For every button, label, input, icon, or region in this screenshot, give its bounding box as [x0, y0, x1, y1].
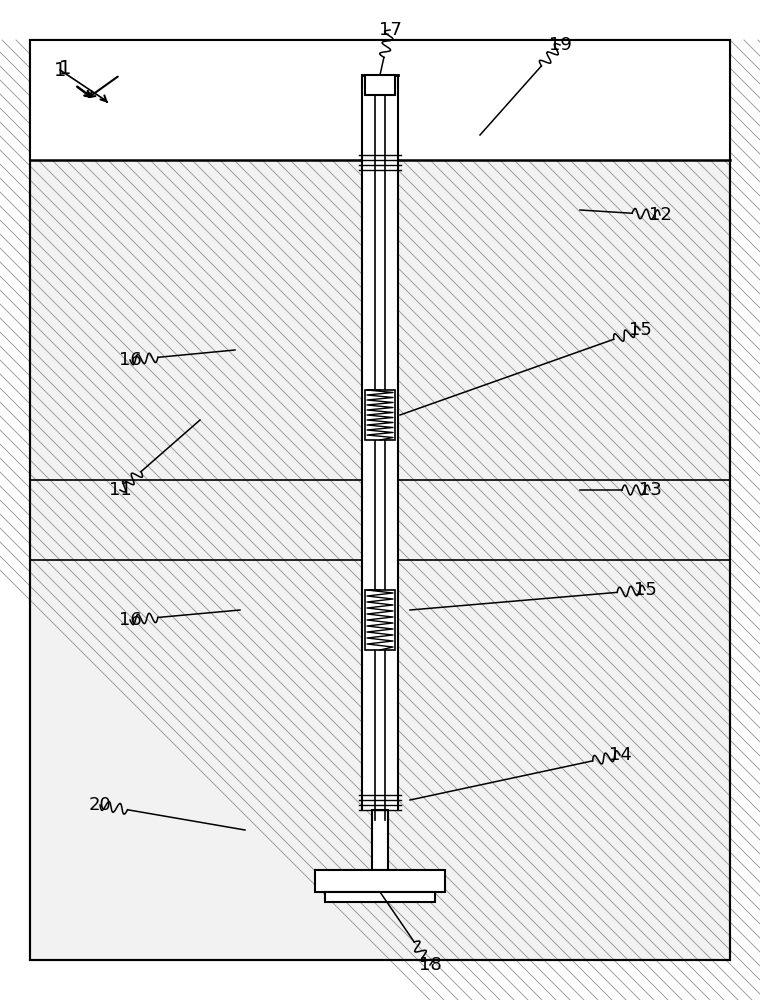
Bar [365, 75, 395, 95]
Text: 12: 12 [648, 206, 671, 224]
Bar [375, 55, 385, 860]
Text: 15: 15 [634, 581, 657, 599]
Text: 11: 11 [109, 481, 131, 499]
Text: 19: 19 [549, 36, 572, 54]
Bar [362, 75, 398, 810]
Text: 18: 18 [419, 956, 442, 974]
Bar [372, 810, 388, 870]
Text: 15: 15 [629, 321, 651, 339]
Text: 17: 17 [378, 21, 401, 39]
Bar [315, 870, 445, 892]
Bar [30, 40, 730, 160]
Text: 14: 14 [609, 746, 632, 764]
Text: 20: 20 [89, 796, 112, 814]
Text: 16: 16 [119, 351, 141, 369]
Bar [365, 390, 395, 440]
Bar [365, 590, 395, 650]
Text: 16: 16 [119, 611, 141, 629]
Text: 1: 1 [59, 58, 71, 78]
Text: 1: 1 [54, 60, 66, 80]
Text: 13: 13 [638, 481, 661, 499]
Bar [325, 892, 435, 902]
